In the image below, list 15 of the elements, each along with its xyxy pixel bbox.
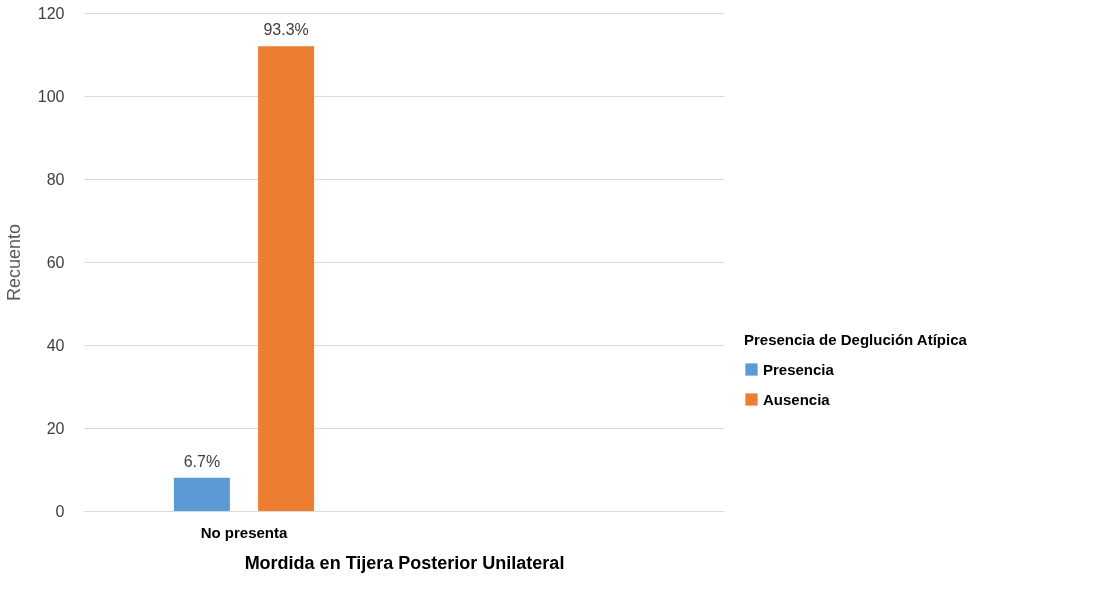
y-tick-label: 120: [37, 4, 65, 22]
y-tick-label: 0: [55, 502, 65, 520]
y-tick-label: 20: [46, 419, 65, 437]
y-axis-title: Recuento: [3, 223, 24, 302]
annotation: 6.7%: [183, 452, 221, 470]
y-tick-label: 60: [46, 253, 65, 271]
x-tick-label: No presenta: [200, 523, 288, 541]
x-axis-title: Mordida en Tijera Posterior Unilateral: [244, 552, 565, 573]
y-tick-label: 40: [46, 336, 65, 354]
annotation: 93.3%: [263, 21, 309, 39]
y-tick-label: 80: [46, 170, 65, 188]
y-tick-label: 100: [37, 87, 65, 105]
legend-label: Presencia: [763, 360, 835, 378]
legend-title: Presencia de Deglución Atípica: [744, 331, 968, 348]
legend-label: Ausencia: [763, 390, 831, 408]
